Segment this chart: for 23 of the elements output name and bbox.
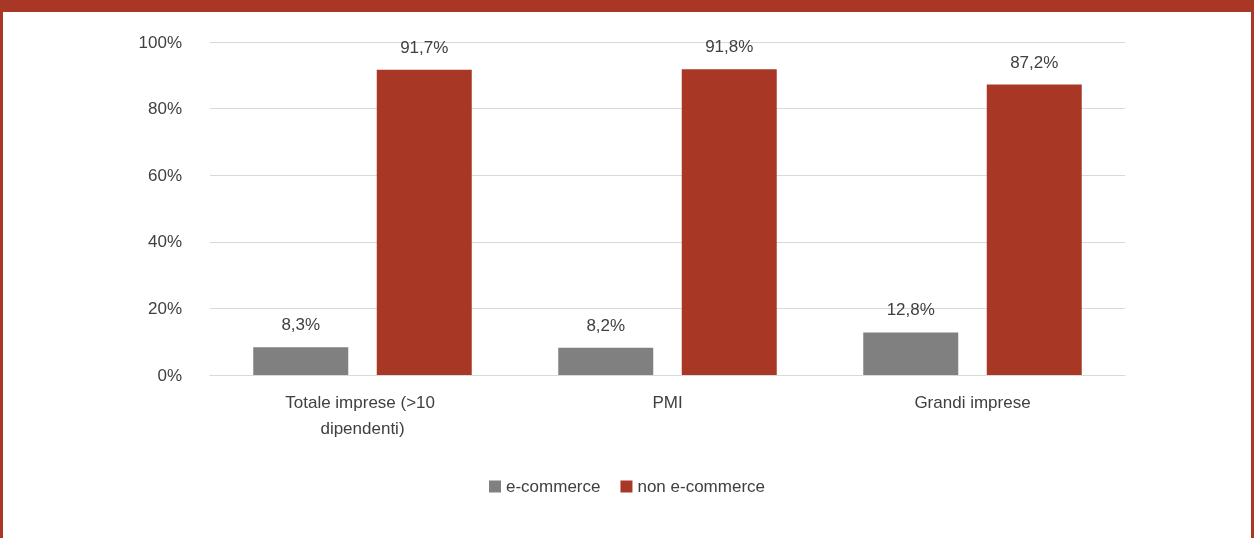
data-label: 87,2% — [1010, 52, 1059, 72]
bar — [681, 69, 777, 375]
data-label: 91,7% — [400, 37, 449, 57]
data-label: 8,2% — [586, 315, 626, 335]
data-label: 12,8% — [886, 300, 935, 320]
bar — [558, 347, 654, 375]
bar — [863, 332, 959, 375]
y-tick-label: 100% — [138, 32, 182, 52]
x-tick-label: Totale imprese (>10 dipendenti) — [285, 392, 440, 438]
y-tick-label: 80% — [147, 99, 182, 119]
data-label: 91,8% — [705, 37, 754, 57]
bar — [986, 84, 1082, 375]
bar — [253, 347, 349, 375]
bar — [376, 69, 472, 375]
y-tick-label: 20% — [147, 298, 182, 318]
legend-label: non e-commerce — [637, 477, 766, 496]
y-tick-label: 60% — [147, 165, 182, 185]
x-tick-label: Grandi imprese — [914, 392, 1031, 412]
legend-label: e-commerce — [505, 477, 601, 496]
y-tick-label: 0% — [157, 365, 182, 385]
x-tick-label: PMI — [652, 392, 683, 412]
data-label: 8,3% — [281, 315, 321, 335]
y-tick-label: 40% — [147, 232, 182, 252]
